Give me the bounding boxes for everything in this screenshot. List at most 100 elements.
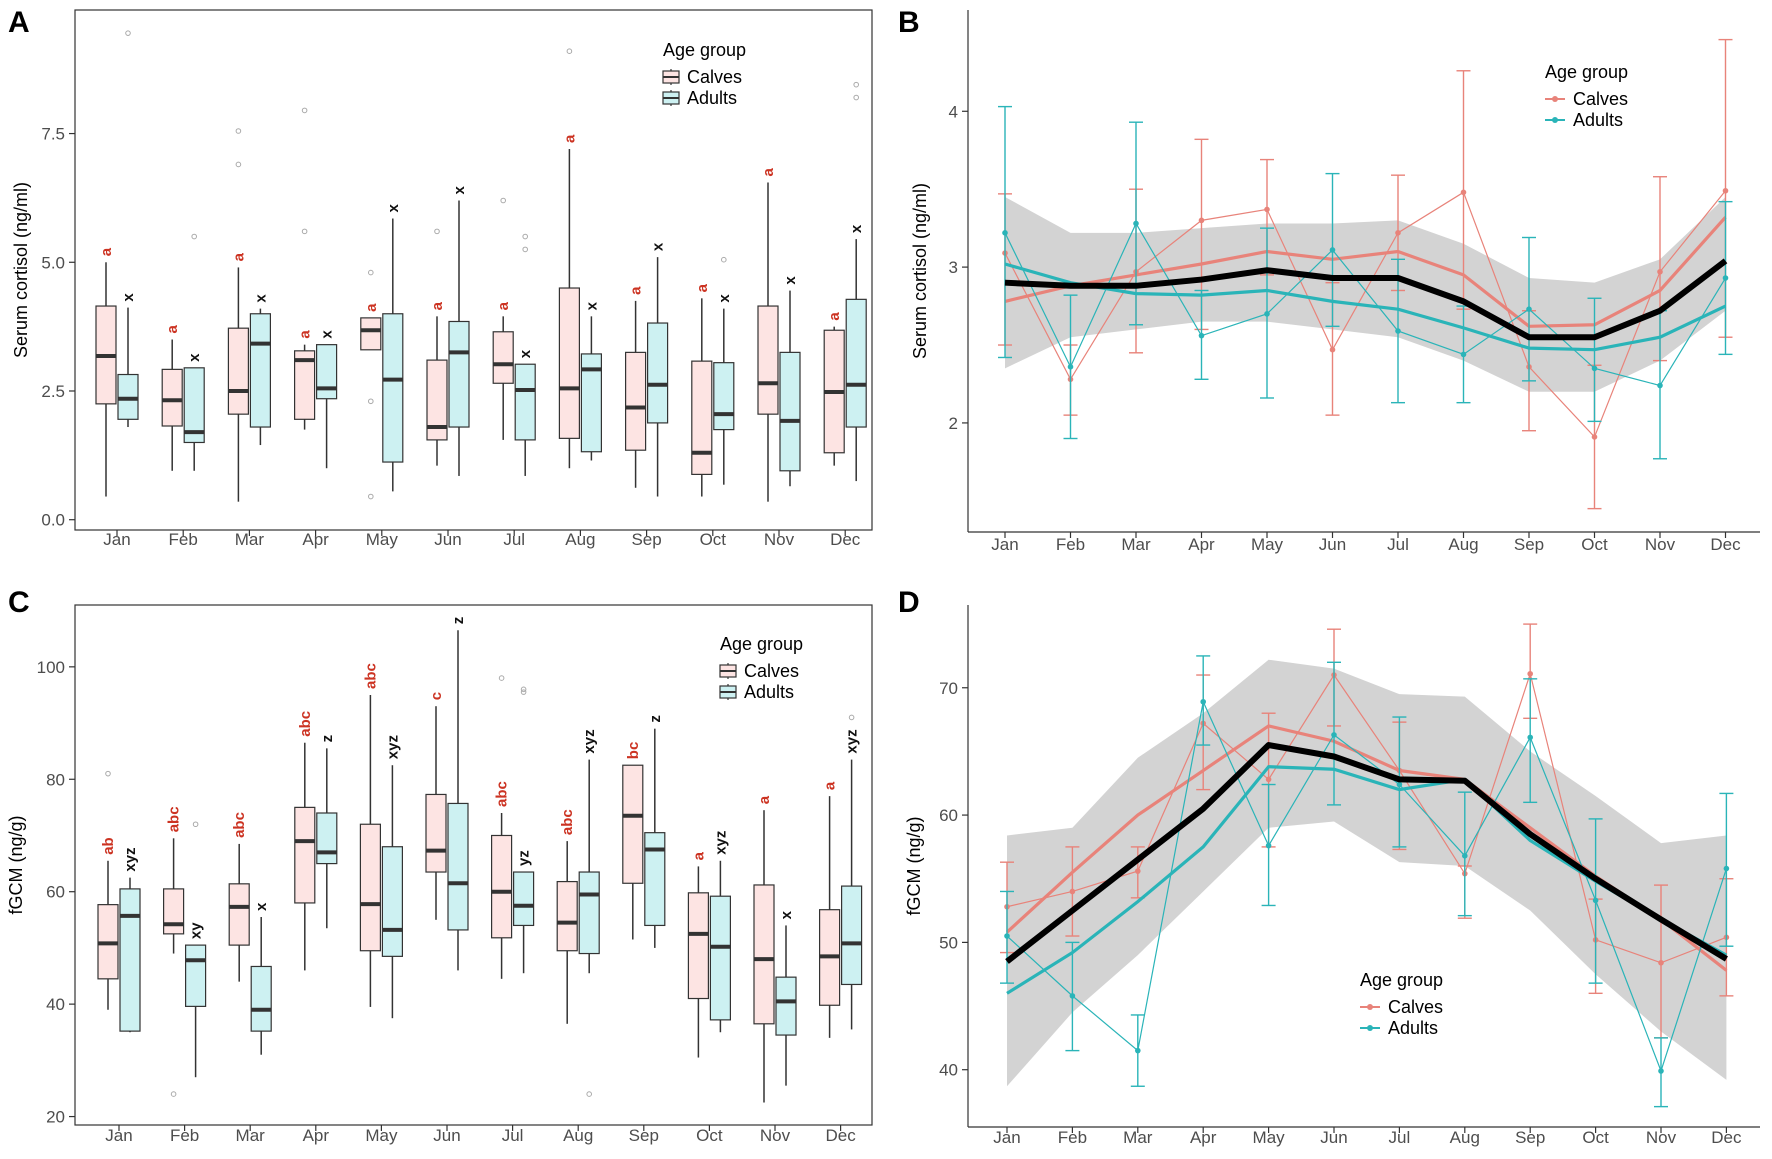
significance-letter: bc (625, 742, 642, 760)
box-calves: abc (163, 806, 185, 1097)
box-iqr (622, 764, 644, 884)
box-calves: ab (97, 770, 119, 1010)
box-adults: x (316, 330, 338, 469)
mean-point (1657, 382, 1663, 389)
panel-tag: D (898, 586, 920, 619)
box-iqr (580, 353, 603, 453)
x-tick-label: Mar (1123, 1128, 1153, 1147)
significance-letter: x (650, 242, 667, 251)
box-adults: x (183, 233, 205, 471)
legend-label: Calves (687, 67, 742, 87)
outlier-point (434, 228, 440, 235)
significance-letter: xyz (581, 729, 598, 753)
box-iqr (492, 331, 514, 384)
y-tick-label: 60 (939, 806, 958, 825)
x-tick-label: Mar (236, 1126, 266, 1145)
panel-d: D 40 50 60 70 Jan Feb Mar Apr May Jun Jul Aug Sep Oct N… (898, 586, 1760, 1147)
x-tick-label: Aug (563, 1126, 593, 1145)
box-iqr (294, 350, 316, 420)
legend-label: Calves (1388, 997, 1443, 1017)
y-axis-title: fGCM (ng/g) (6, 815, 26, 914)
outlier-point (235, 161, 242, 168)
box-adults: x (845, 81, 867, 482)
significance-letter: a (694, 283, 711, 292)
significance-letter: a (98, 247, 115, 256)
mean-point (1264, 311, 1270, 317)
box-calves: a (426, 228, 448, 466)
mean-point (1591, 365, 1598, 372)
significance-letter: a (760, 167, 777, 176)
legend-label: Calves (744, 661, 799, 681)
significance-letter: a (164, 325, 181, 334)
x-tick-label: Oct (696, 1126, 723, 1145)
significance-letter: x (319, 330, 336, 339)
box-iqr (183, 367, 205, 444)
x-tick-label: Sep (1515, 1128, 1545, 1147)
legend-label: Adults (744, 682, 794, 702)
x-tick-label: Aug (1450, 1128, 1480, 1147)
box-calves: abc (556, 809, 578, 1024)
mean-point (1200, 698, 1206, 705)
box-calves: a (624, 286, 647, 488)
x-tick-label: Nov (1646, 1128, 1677, 1147)
box-iqr (294, 806, 316, 904)
box-calves: a (294, 107, 316, 430)
outlier-point (586, 1091, 593, 1097)
mean-point (1592, 897, 1599, 904)
y-axis-title: Serum cortisol (ng/ml) (11, 182, 31, 358)
box-calves: a (558, 48, 581, 469)
plot-frame (74, 604, 873, 1126)
box-iqr (381, 846, 403, 957)
box-iqr (163, 888, 185, 935)
x-tick-label: Apr (1190, 1128, 1217, 1147)
outlier-point (853, 81, 860, 88)
trend-line (1004, 262, 1727, 352)
panel-tag: C (8, 586, 30, 619)
mean-point (1135, 1047, 1141, 1054)
series-adults (998, 105, 1733, 460)
box-iqr (512, 871, 535, 927)
legend-label: Adults (687, 88, 737, 108)
y-tick-label: 100 (37, 658, 65, 677)
box-iqr (316, 812, 338, 865)
y-tick-label: 5.0 (41, 253, 65, 272)
x-tick-label: Nov (764, 530, 795, 549)
confidence-ribbon (1007, 659, 1727, 1087)
box-iqr (161, 368, 183, 427)
significance-letter: z (450, 617, 467, 625)
outlier-point (500, 197, 507, 204)
significance-letter: abc (166, 806, 183, 832)
box-calves: a (360, 269, 382, 500)
box-adults: x (249, 294, 271, 446)
x-tick-label: Nov (1645, 535, 1676, 554)
x-tick-label: Jul (1389, 1128, 1411, 1147)
box-iqr (556, 880, 578, 952)
x-tick-label: Jul (502, 1126, 524, 1145)
significance-letter: x (778, 910, 795, 919)
significance-letter: xyz (384, 735, 401, 759)
significance-letter: x (517, 349, 534, 358)
box-calves: abc (491, 675, 513, 979)
significance-letter: a (230, 252, 247, 261)
box-iqr (687, 892, 710, 1000)
box-calves: a (687, 851, 710, 1058)
mean-point (1395, 328, 1401, 334)
box-adults: x (514, 233, 536, 476)
box-adults: xy (185, 821, 207, 1078)
mean-point (1329, 346, 1336, 353)
x-tick-label: Apr (1188, 535, 1215, 554)
mean-point (1135, 868, 1141, 874)
significance-letter: x (252, 294, 269, 303)
significance-letter: abc (494, 781, 511, 807)
legend-label: Adults (1388, 1018, 1438, 1038)
significance-letter: a (690, 851, 707, 860)
y-tick-label: 70 (939, 679, 958, 698)
x-tick-label: Jun (433, 1126, 460, 1145)
legend-key-point (1367, 1004, 1373, 1010)
outlier-point (368, 493, 374, 500)
box-adults: z (316, 735, 338, 929)
box-iqr (646, 322, 669, 424)
box-calves: bc (622, 742, 644, 940)
legend-title: Age group (663, 40, 746, 60)
